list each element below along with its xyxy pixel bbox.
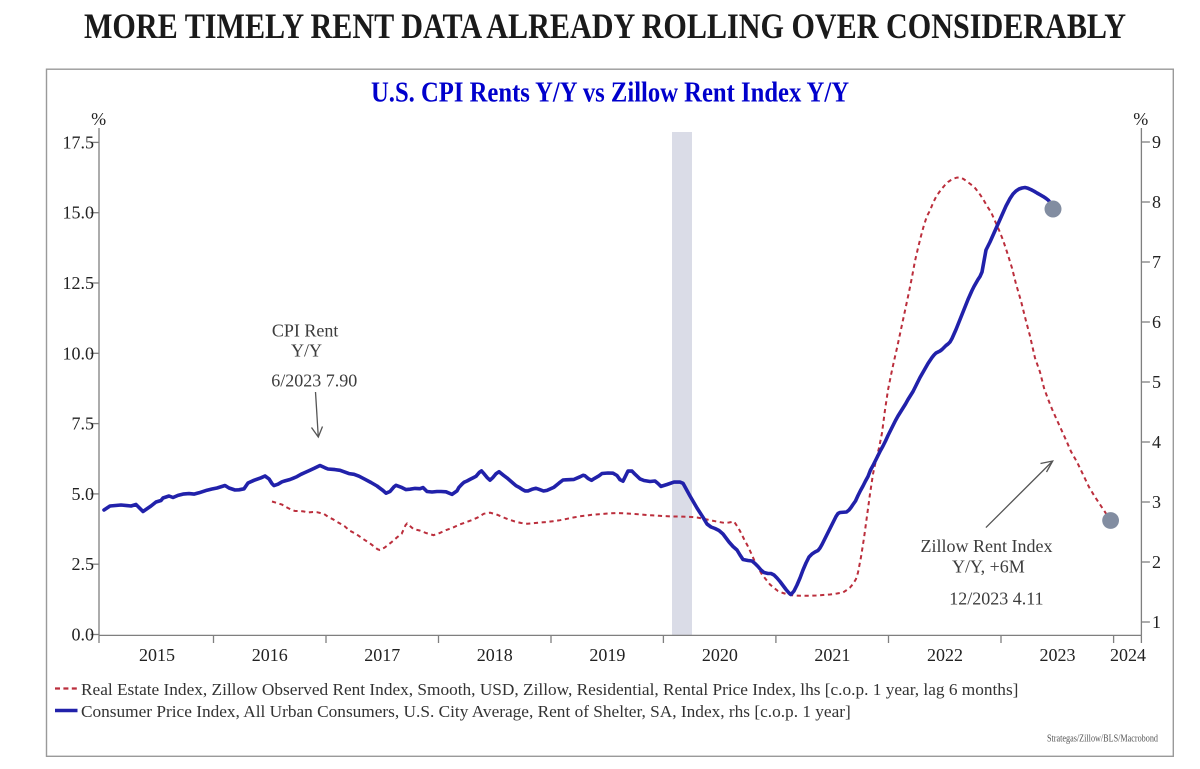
svg-text:9: 9 [1152, 132, 1161, 152]
svg-text:0.0: 0.0 [72, 625, 95, 645]
svg-text:3: 3 [1152, 492, 1161, 512]
svg-text:10.0: 10.0 [63, 343, 95, 363]
svg-text:5: 5 [1152, 372, 1161, 392]
svg-text:6/2023 7.90: 6/2023 7.90 [271, 371, 357, 391]
svg-text:MORE TIMELY RENT DATA ALREADY: MORE TIMELY RENT DATA ALREADY ROLLING OV… [84, 6, 1126, 46]
svg-text:Real Estate Index, Zillow Obse: Real Estate Index, Zillow Observed Rent … [81, 680, 1018, 699]
svg-text:2: 2 [1152, 552, 1161, 572]
svg-text:1: 1 [1152, 612, 1161, 632]
svg-text:%: % [1133, 109, 1148, 129]
svg-text:5.0: 5.0 [72, 484, 95, 504]
svg-text:15.0: 15.0 [63, 203, 95, 223]
svg-text:2024: 2024 [1110, 645, 1146, 665]
svg-text:17.5: 17.5 [63, 132, 95, 152]
svg-text:2018: 2018 [477, 645, 513, 665]
svg-text:2022: 2022 [927, 645, 963, 665]
svg-text:2017: 2017 [364, 645, 400, 665]
svg-text:Y/Y: Y/Y [291, 341, 322, 361]
svg-text:U.S. CPI Rents Y/Y vs Zillow R: U.S. CPI Rents Y/Y vs Zillow Rent Index … [371, 78, 849, 109]
svg-text:2019: 2019 [589, 645, 625, 665]
svg-text:Y/Y, +6M: Y/Y, +6M [952, 557, 1025, 577]
svg-text:6: 6 [1152, 312, 1161, 332]
svg-text:2016: 2016 [252, 645, 288, 665]
svg-text:Strategas/Zillow/BLS/Macrobond: Strategas/Zillow/BLS/Macrobond [1047, 733, 1158, 745]
svg-text:CPI Rent: CPI Rent [272, 321, 339, 341]
svg-text:Zillow Rent Index: Zillow Rent Index [921, 536, 1053, 556]
svg-text:%: % [91, 109, 106, 129]
svg-text:Consumer Price Index, All Urba: Consumer Price Index, All Urban Consumer… [81, 702, 851, 721]
svg-text:7.5: 7.5 [72, 414, 95, 434]
svg-text:12/2023 4.11: 12/2023 4.11 [949, 589, 1043, 609]
svg-text:2.5: 2.5 [72, 554, 95, 574]
svg-text:2021: 2021 [814, 645, 850, 665]
svg-text:2023: 2023 [1040, 645, 1076, 665]
svg-text:2015: 2015 [139, 645, 175, 665]
svg-text:7: 7 [1152, 252, 1161, 272]
svg-text:4: 4 [1152, 432, 1161, 452]
svg-text:2020: 2020 [702, 645, 738, 665]
svg-text:12.5: 12.5 [63, 273, 95, 293]
svg-text:8: 8 [1152, 192, 1161, 212]
